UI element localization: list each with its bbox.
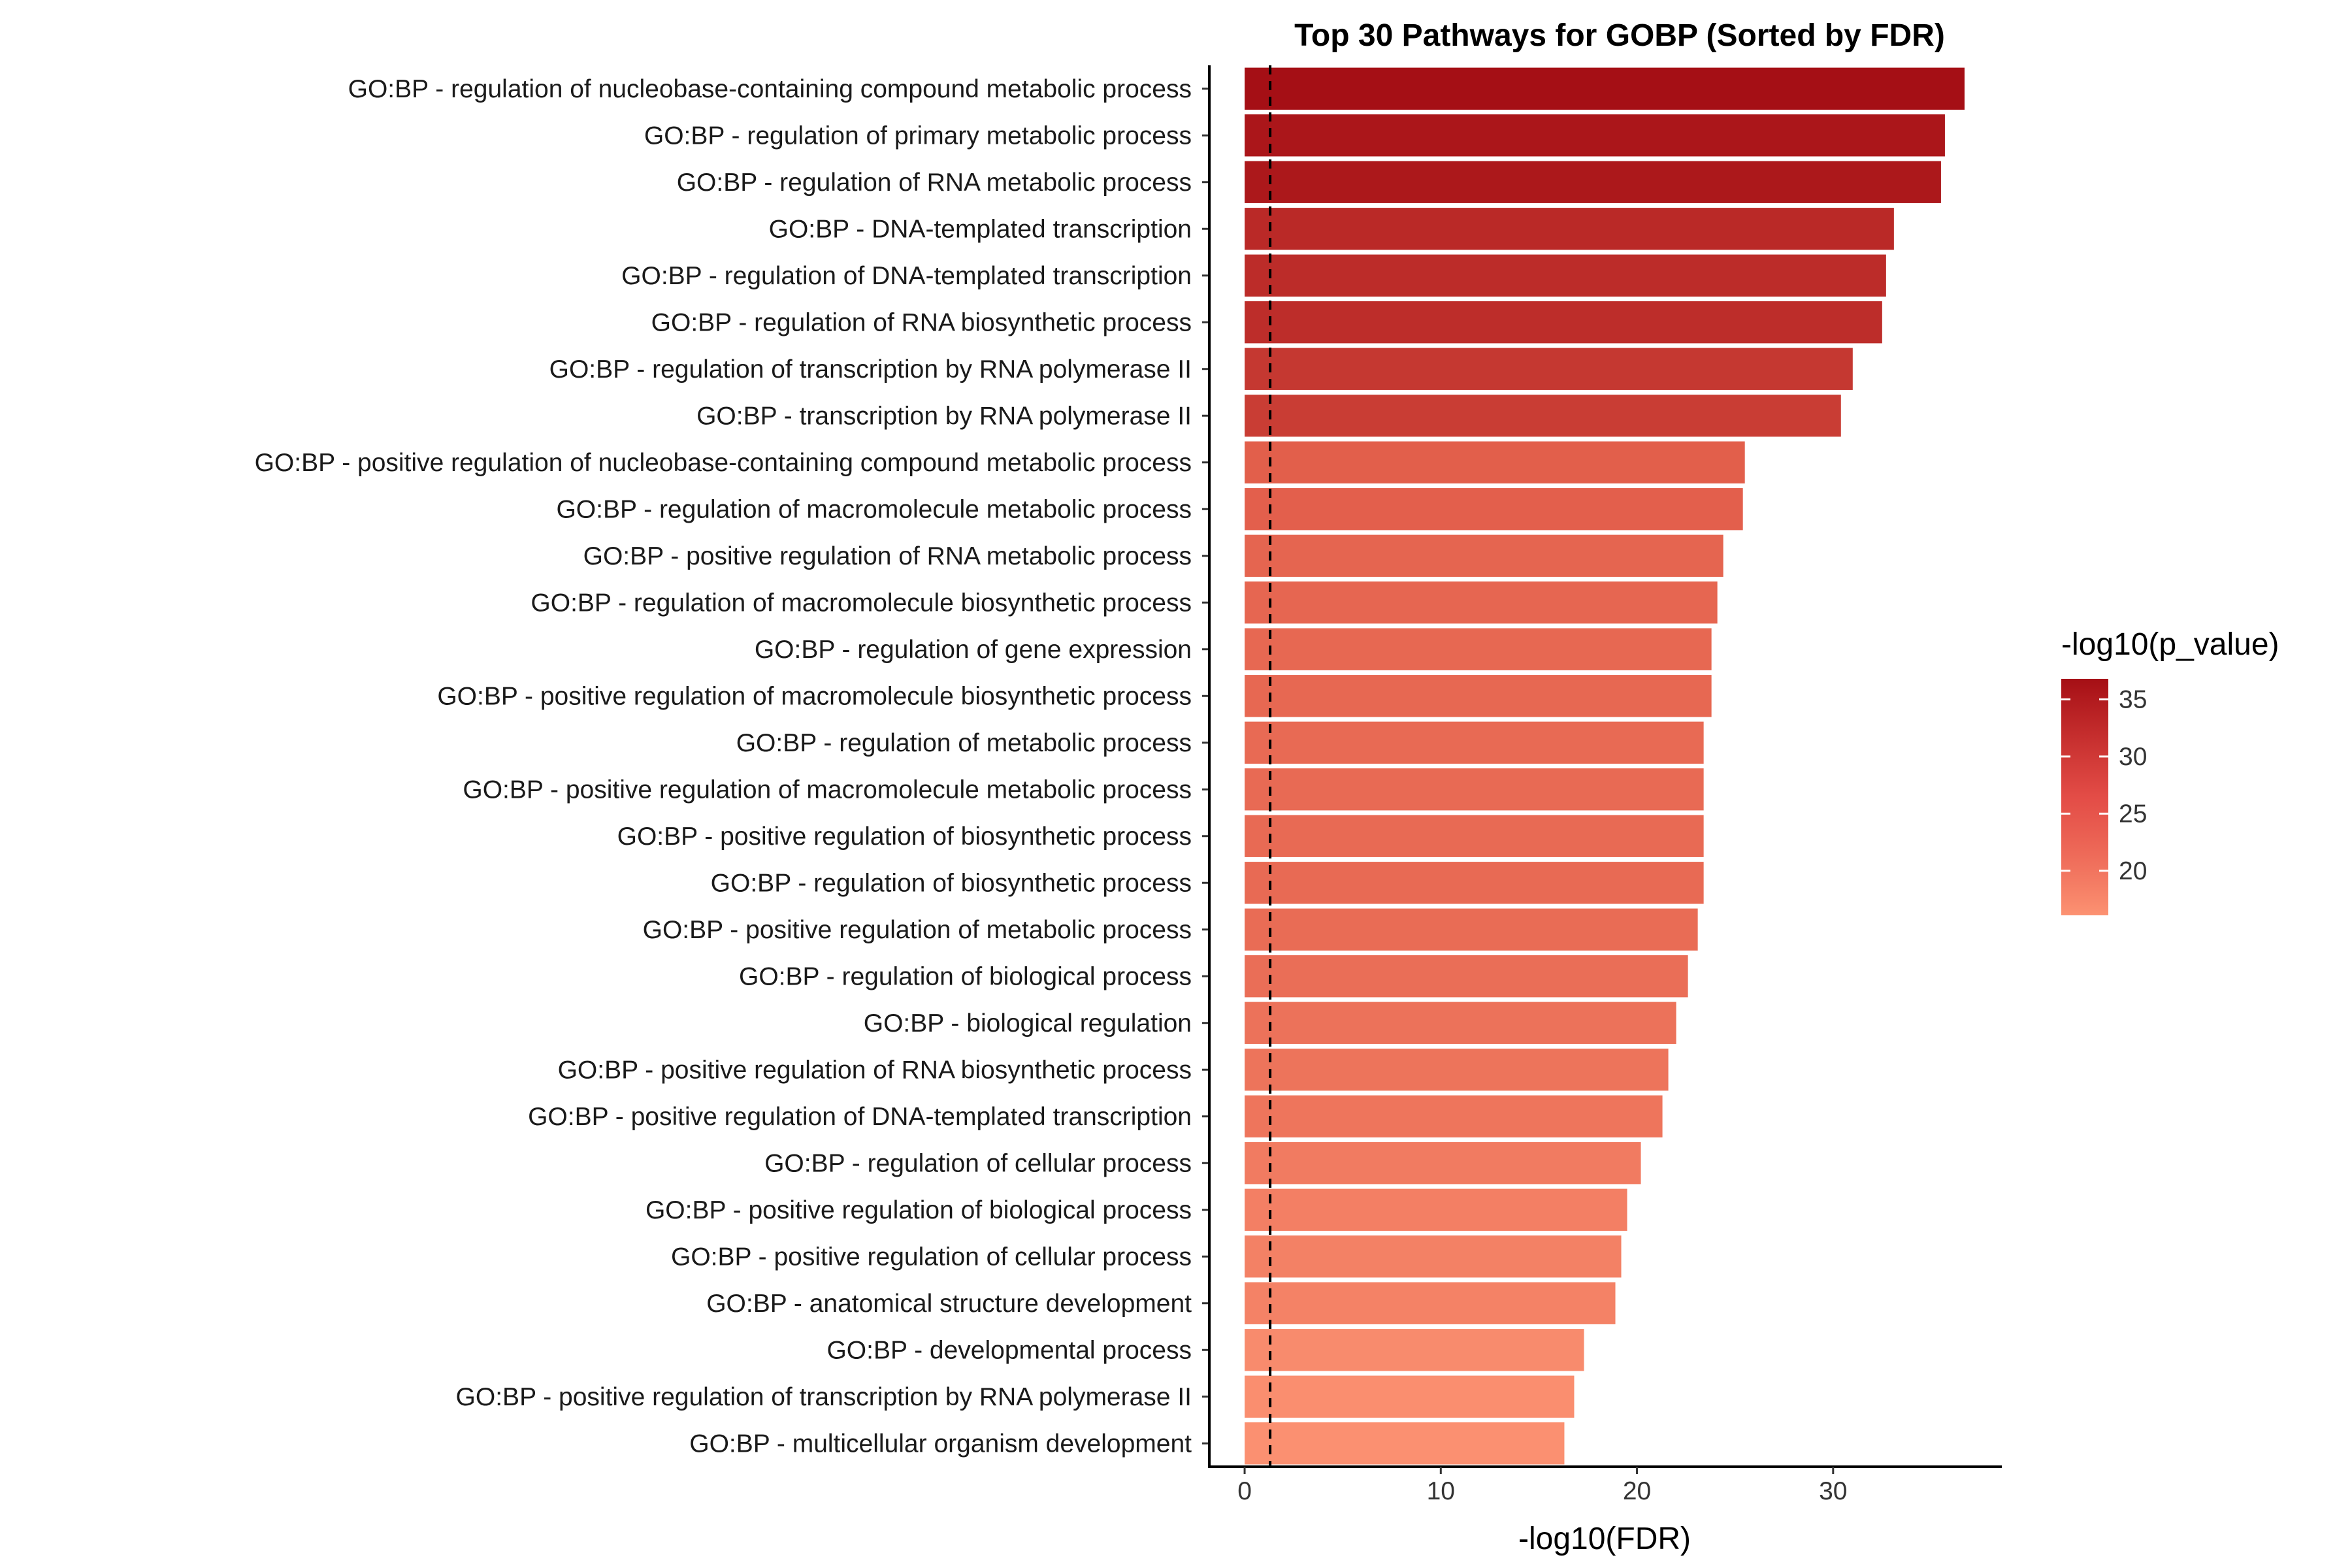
category-label: GO:BP - regulation of DNA-templated tran… [621, 262, 1192, 290]
x-axis-ticks: 0 10 20 30 [1237, 1467, 1847, 1505]
category-label: GO:BP - positive regulation of biosynthe… [617, 823, 1192, 851]
x-tick-label: 30 [1819, 1477, 1847, 1505]
bar [1245, 1049, 1669, 1091]
bar [1245, 675, 1712, 717]
bar [1245, 1095, 1663, 1137]
bar [1245, 208, 1894, 250]
bar [1245, 534, 1723, 577]
bar [1245, 1422, 1565, 1465]
bar [1245, 114, 1945, 157]
bar [1245, 441, 1745, 483]
category-label: GO:BP - transcription by RNA polymerase … [696, 402, 1192, 430]
category-label: GO:BP - developmental process [826, 1336, 1192, 1364]
legend-title: -log10(p_value) [2061, 627, 2279, 662]
category-label: GO:BP - positive regulation of cellular … [671, 1243, 1192, 1271]
category-label: GO:BP - regulation of gene expression [755, 636, 1192, 664]
category-label: GO:BP - regulation of primary metabolic … [644, 122, 1192, 150]
category-label: GO:BP - positive regulation of nucleobas… [255, 449, 1192, 477]
bar [1245, 67, 1965, 110]
x-axis-title: -log10(FDR) [1518, 1522, 1691, 1556]
bar [1245, 395, 1841, 437]
bar [1245, 1188, 1627, 1231]
category-label: GO:BP - regulation of nucleobase-contain… [348, 75, 1192, 103]
bar [1245, 348, 1853, 390]
category-label: GO:BP - positive regulation of macromole… [463, 776, 1192, 804]
category-label: GO:BP - biological regulation [864, 1009, 1192, 1037]
category-label: GO:BP - anatomical structure development [706, 1290, 1192, 1318]
category-label: GO:BP - positive regulation of DNA-templ… [528, 1103, 1192, 1131]
bar [1245, 1282, 1616, 1324]
legend: -log10(p_value) 20 25 30 35 [2061, 627, 2279, 915]
bar [1245, 815, 1704, 857]
legend-ticks: 20 25 30 35 [2061, 685, 2147, 885]
legend-colorbar [2061, 679, 2108, 915]
bar [1245, 254, 1886, 297]
category-label: GO:BP - regulation of macromolecule meta… [556, 495, 1192, 523]
legend-tick-label: 35 [2119, 685, 2147, 713]
category-label: GO:BP - positive regulation of macromole… [437, 682, 1192, 710]
category-label: GO:BP - regulation of macromolecule bios… [531, 589, 1192, 617]
bar [1245, 908, 1698, 951]
category-label: GO:BP - regulation of RNA biosynthetic p… [651, 308, 1192, 336]
bar [1245, 1375, 1575, 1418]
bar [1245, 161, 1941, 203]
legend-tick-label: 20 [2119, 857, 2147, 885]
x-tick-label: 10 [1427, 1477, 1455, 1505]
category-label: GO:BP - regulation of biological process [739, 962, 1192, 990]
bar [1245, 1329, 1584, 1371]
category-labels: GO:BP - regulation of nucleobase-contain… [255, 75, 1209, 1458]
bar [1245, 862, 1704, 904]
bar [1245, 768, 1704, 811]
chart-title: Top 30 Pathways for GOBP (Sorted by FDR) [1294, 18, 1945, 53]
x-tick-label: 0 [1237, 1477, 1252, 1505]
category-label: GO:BP - regulation of RNA metabolic proc… [677, 169, 1192, 197]
bar [1245, 581, 1718, 624]
category-label: GO:BP - positive regulation of transcrip… [456, 1383, 1192, 1411]
bar [1245, 1142, 1641, 1184]
category-label: GO:BP - regulation of metabolic process [736, 729, 1192, 757]
category-label: GO:BP - positive regulation of RNA biosy… [558, 1056, 1192, 1084]
category-label: GO:BP - positive regulation of RNA metab… [583, 542, 1192, 570]
x-tick-label: 20 [1623, 1477, 1651, 1505]
bar [1245, 721, 1704, 764]
bar [1245, 1002, 1676, 1044]
bar [1245, 955, 1688, 998]
category-label: GO:BP - positive regulation of metabolic… [643, 916, 1192, 944]
bar [1245, 488, 1743, 531]
category-label: GO:BP - positive regulation of biologica… [645, 1196, 1192, 1224]
category-label: GO:BP - regulation of cellular process [764, 1149, 1192, 1177]
bars-group [1245, 67, 1965, 1465]
bar [1245, 301, 1882, 344]
category-label: GO:BP - DNA-templated transcription [769, 215, 1192, 243]
bar [1245, 1235, 1622, 1278]
category-label: GO:BP - regulation of transcription by R… [549, 355, 1192, 384]
category-label: GO:BP - regulation of biosynthetic proce… [711, 869, 1192, 897]
bar [1245, 628, 1712, 670]
legend-tick-label: 25 [2119, 800, 2147, 828]
legend-tick-label: 30 [2119, 743, 2147, 771]
category-label: GO:BP - multicellular organism developme… [689, 1429, 1192, 1458]
